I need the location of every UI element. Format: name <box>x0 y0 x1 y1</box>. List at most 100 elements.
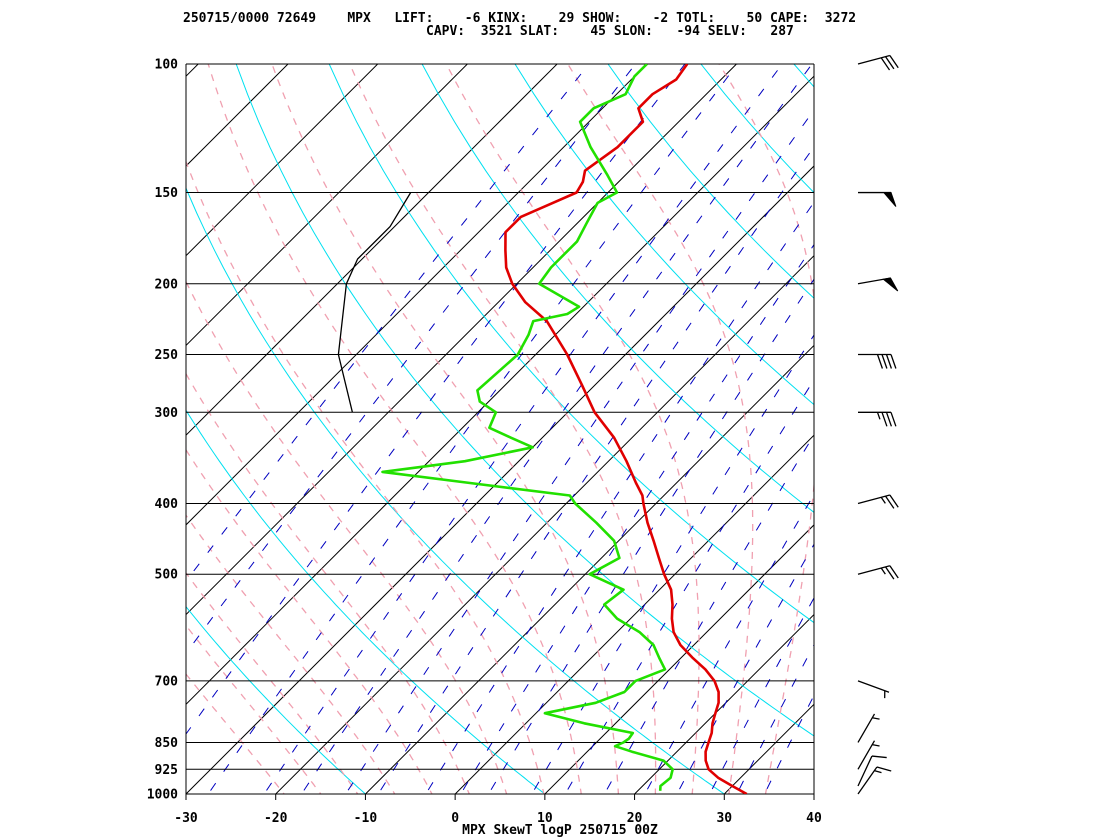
moist-adiabat-line <box>186 673 285 794</box>
mixing-ratio-line <box>345 109 814 794</box>
dry-adiabat-line <box>186 605 367 794</box>
wind-barb-stroke <box>857 740 876 770</box>
moist-adiabat-line <box>186 372 470 794</box>
mixing-ratio-line <box>736 643 814 794</box>
dry-adiabat-line <box>793 64 814 88</box>
wind-barb <box>857 766 892 795</box>
header-line-1: 250715/0000 72649 MPX LIFT: -6 KINX: 29 … <box>183 11 856 26</box>
wind-barb-stroke <box>884 566 895 580</box>
isotherm-line <box>633 613 814 794</box>
dry-adiabat-line <box>235 64 814 737</box>
wind-barb <box>857 494 899 509</box>
isotherm-line <box>186 64 738 616</box>
dry-adiabat-line <box>607 64 814 299</box>
wind-barb <box>858 191 897 207</box>
wind-barb-stroke <box>889 565 899 579</box>
pressure-tick-label: 400 <box>155 497 179 512</box>
wind-barb <box>857 565 899 580</box>
wind-barb-stroke <box>890 412 897 427</box>
mixing-ratio-line <box>300 64 813 794</box>
dry-adiabat-line <box>700 64 814 194</box>
mixing-ratio-line <box>709 596 814 794</box>
isotherm-line <box>274 254 814 794</box>
isotherm-line <box>186 64 469 347</box>
wind-barb-stroke <box>857 766 878 795</box>
mixing-ratio-line <box>676 543 814 794</box>
isotherm-line <box>888 48 1120 810</box>
mixing-ratio-line <box>644 493 814 794</box>
moist-adiabat-line <box>186 514 396 794</box>
pressure-tick-label: 200 <box>155 277 179 292</box>
mixing-ratio-line <box>564 378 814 794</box>
pressure-tick-label: 925 <box>155 763 178 778</box>
dry-adiabat-line <box>328 64 814 624</box>
wind-barb-stroke <box>857 713 876 743</box>
isotherm-line <box>186 64 289 167</box>
mixing-ratio-line <box>377 145 814 794</box>
dry-adiabat-line <box>421 64 814 514</box>
dry-adiabat-line <box>186 409 546 794</box>
pressure-tick-label: 250 <box>155 348 179 363</box>
wind-barb-stroke <box>857 54 891 65</box>
wind-barb-stroke <box>880 496 886 504</box>
temperature-tick-label: 20 <box>627 811 643 826</box>
pressure-tick-label: 1000 <box>147 788 178 803</box>
wind-barb <box>858 353 897 369</box>
background-grid <box>186 48 1120 810</box>
moist-adiabat-line <box>186 571 359 794</box>
isotherm-line <box>364 344 814 794</box>
wind-barb <box>858 411 897 427</box>
mixing-ratio-line <box>263 64 783 794</box>
dry-adiabat-line <box>887 64 1120 810</box>
wind-barb-stroke <box>871 755 887 759</box>
mixing-ratio-line <box>186 64 686 735</box>
wind-barb-stroke <box>857 565 891 575</box>
moist-adiabat-line <box>186 280 508 794</box>
temperature-tick-label: 40 <box>806 811 822 826</box>
wind-barb-pennant <box>882 192 897 207</box>
parcel-line <box>337 192 412 413</box>
dry-adiabat-line <box>186 793 187 794</box>
wind-barb <box>857 54 899 71</box>
pressure-tick-label: 500 <box>155 568 179 583</box>
isotherm-line <box>186 64 558 436</box>
header-line-2: CAPV: 3521 SLAT: 45 SLON: -94 SELV: 287 <box>426 24 794 39</box>
mixing-ratio-line <box>186 64 636 654</box>
isotherm-line <box>186 64 199 77</box>
wind-barb <box>857 680 890 699</box>
isotherm-line <box>186 64 648 526</box>
dry-adiabat-line <box>514 64 814 406</box>
pressure-tick-label: 300 <box>155 406 179 421</box>
wind-barb-stroke <box>872 743 880 747</box>
wind-barb <box>857 713 880 743</box>
wind-barb <box>857 277 899 292</box>
wind-barb-stroke <box>857 755 873 787</box>
isotherm-line <box>454 434 814 794</box>
wind-barb-stroke <box>857 494 891 505</box>
temperature-tick-label: 30 <box>716 811 732 826</box>
pressure-tick-label: 850 <box>155 736 179 751</box>
temperature-line <box>504 64 748 794</box>
mixing-ratio-line <box>186 64 590 582</box>
pressure-tick-label: 700 <box>155 674 179 689</box>
wind-barb-stroke <box>876 412 881 420</box>
pressure-tick-label: 100 <box>155 58 179 73</box>
dry-adiabat-line <box>186 186 726 794</box>
moist-adiabat-line <box>445 64 700 794</box>
wind-barb-stroke <box>889 494 899 508</box>
temperature-tick-label: -10 <box>354 811 378 826</box>
temperature-tick-label: 10 <box>537 811 553 826</box>
wind-barb-pennant <box>882 277 899 292</box>
wind-barb-stroke <box>857 680 890 693</box>
wind-barb-stroke <box>876 354 884 369</box>
wind-barb-stroke <box>872 717 880 720</box>
temperature-tick-label: 0 <box>451 811 459 826</box>
wind-barb-stroke <box>881 354 888 369</box>
temperature-tick-label: -20 <box>264 811 288 826</box>
moist-adiabat-line <box>186 448 433 794</box>
isotherm-line <box>813 793 814 794</box>
wind-barb <box>857 755 887 787</box>
mixing-ratio-line <box>603 433 814 794</box>
